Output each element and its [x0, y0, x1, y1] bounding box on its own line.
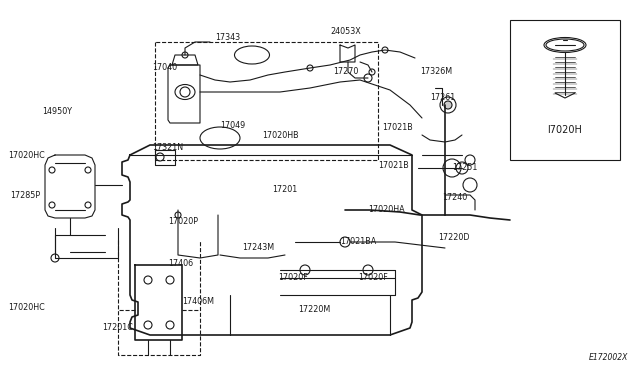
Text: 17020HB: 17020HB [262, 131, 299, 140]
Text: 17406: 17406 [168, 259, 193, 267]
Text: 14950Y: 14950Y [42, 108, 72, 116]
Text: 17049: 17049 [220, 122, 245, 131]
Text: 17326M: 17326M [420, 67, 452, 77]
Text: 17020F: 17020F [358, 273, 388, 282]
Text: 17021BA: 17021BA [340, 237, 376, 247]
Text: 17285P: 17285P [10, 192, 40, 201]
Text: 17240: 17240 [442, 193, 467, 202]
Text: 17321N: 17321N [152, 144, 183, 153]
Text: 17220M: 17220M [298, 305, 330, 314]
Text: 17406M: 17406M [182, 298, 214, 307]
Text: 17251: 17251 [452, 164, 477, 173]
Text: l7020H: l7020H [548, 125, 582, 135]
Text: 17020F: 17020F [278, 273, 308, 282]
Text: 17040: 17040 [152, 64, 177, 73]
Text: 17020HC: 17020HC [8, 151, 45, 160]
Text: 17343: 17343 [215, 33, 240, 42]
Text: 17270: 17270 [333, 67, 358, 77]
Text: 24053X: 24053X [330, 28, 361, 36]
Text: 17020P: 17020P [168, 218, 198, 227]
Bar [510, 20, 620, 160]
Text: 17020HC: 17020HC [8, 304, 45, 312]
Text: 17201C: 17201C [102, 324, 133, 333]
Text: 17220D: 17220D [438, 234, 470, 243]
Text: 17021B: 17021B [382, 124, 413, 132]
Text: E172002X: E172002X [589, 353, 628, 362]
Text: 17021B: 17021B [378, 160, 409, 170]
Text: 17261: 17261 [430, 93, 455, 103]
Text: 17020HA: 17020HA [368, 205, 404, 215]
Circle shape [444, 101, 452, 109]
Text: 17243M: 17243M [242, 244, 274, 253]
Text: 17201: 17201 [272, 186, 297, 195]
